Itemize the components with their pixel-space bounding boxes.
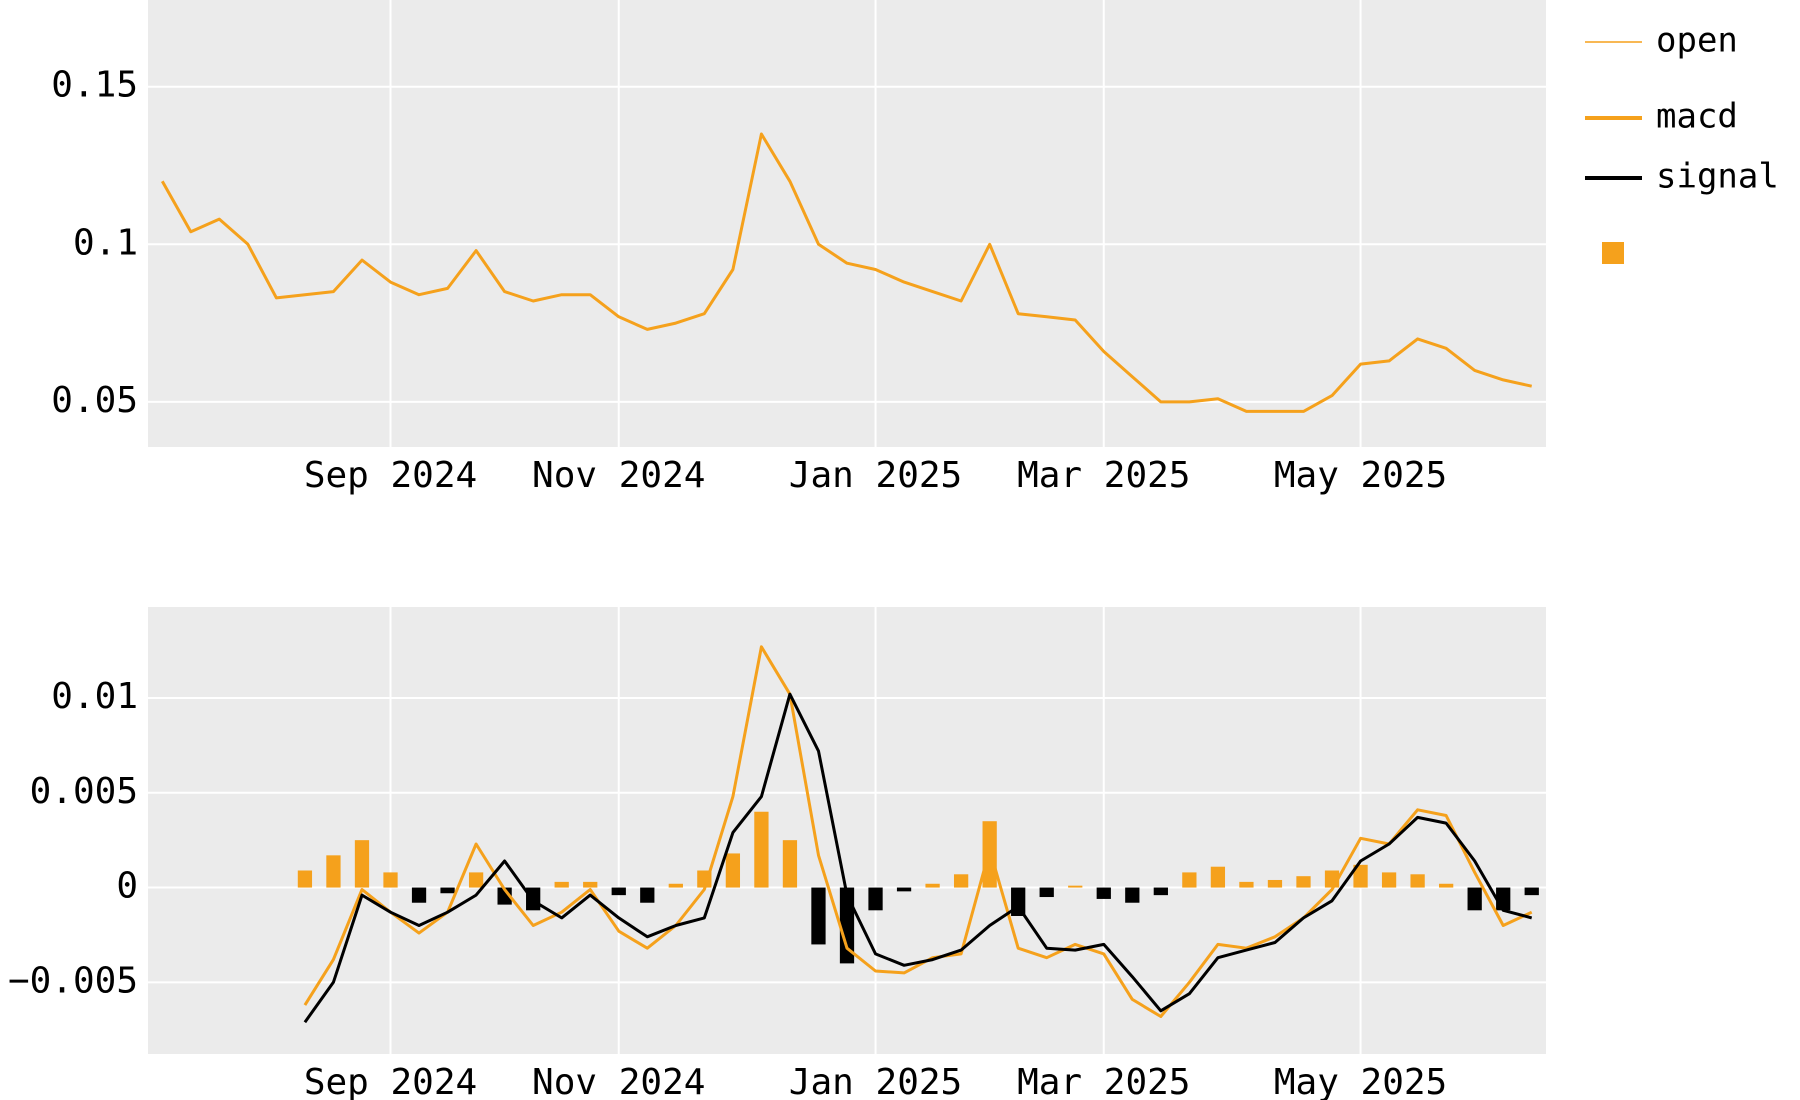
histogram-bar	[440, 887, 455, 894]
histogram-bar	[754, 811, 769, 888]
histogram-bar	[326, 855, 341, 888]
histogram-bar	[554, 881, 569, 888]
histogram-bar	[1153, 887, 1168, 896]
y-tick-label: 0.05	[51, 380, 138, 421]
x-tick-label: Jan 2025	[789, 1062, 962, 1100]
x-tick-label: Nov 2024	[532, 455, 705, 496]
histogram-bar	[611, 887, 626, 896]
x-tick-label: Sep 2024	[304, 455, 477, 496]
histogram-bar	[1239, 881, 1254, 888]
histogram-bar	[640, 887, 655, 903]
x-tick-label: Mar 2025	[1017, 455, 1190, 496]
y-tick-label: 0	[116, 866, 138, 907]
histogram-bar	[782, 840, 798, 888]
x-tick-label: Mar 2025	[1017, 1062, 1190, 1100]
histogram-bar	[896, 887, 912, 892]
y-tick-label: 0.005	[30, 771, 138, 812]
histogram-bar	[1467, 887, 1482, 911]
series-line	[303, 645, 1533, 1018]
histogram-bar	[725, 853, 741, 888]
histogram-bar	[1182, 872, 1197, 888]
y-tick-label: −0.005	[8, 960, 138, 1001]
series-line	[160, 132, 1533, 413]
histogram-bar	[1096, 887, 1111, 899]
histogram-bar	[1410, 874, 1425, 888]
histogram-bar	[811, 887, 826, 945]
legend-label: open	[1656, 21, 1738, 61]
histogram-bar	[839, 887, 855, 964]
legend-swatch	[1602, 242, 1624, 264]
histogram-bar	[583, 881, 598, 888]
x-tick-label: May 2025	[1274, 1062, 1447, 1100]
y-tick-label: 0.01	[51, 676, 138, 717]
histogram-bar	[953, 874, 969, 888]
legend-label: macd	[1656, 97, 1738, 137]
histogram-bar	[1210, 866, 1226, 888]
histogram-bar	[1068, 885, 1083, 888]
histogram-bar	[1353, 864, 1368, 888]
series-line	[303, 692, 1533, 1024]
y-tick-label: 0.1	[73, 222, 138, 263]
y-tick-label: 0.15	[51, 65, 138, 106]
histogram-bar	[468, 872, 484, 888]
histogram-bar	[1267, 879, 1283, 888]
histogram-bar	[868, 887, 883, 911]
histogram-bar	[1524, 887, 1539, 896]
histogram-bar	[383, 872, 398, 888]
histogram-bar	[1296, 876, 1311, 888]
histogram-bar	[668, 883, 683, 888]
plot-background	[148, 0, 1546, 447]
histogram-bar	[1039, 887, 1054, 898]
plot-background	[148, 607, 1546, 1054]
x-tick-label: May 2025	[1274, 455, 1447, 496]
histogram-bar	[1125, 887, 1140, 903]
histogram-bar	[1381, 872, 1397, 888]
histogram-bar	[925, 883, 940, 888]
histogram-bar	[354, 840, 370, 888]
x-tick-label: Sep 2024	[304, 1062, 477, 1100]
x-tick-label: Nov 2024	[532, 1062, 705, 1100]
x-tick-label: Jan 2025	[789, 455, 962, 496]
histogram-bar	[411, 887, 427, 903]
histogram-bar	[297, 870, 313, 888]
histogram-bar	[1439, 883, 1454, 888]
legend-label: signal	[1656, 157, 1779, 197]
